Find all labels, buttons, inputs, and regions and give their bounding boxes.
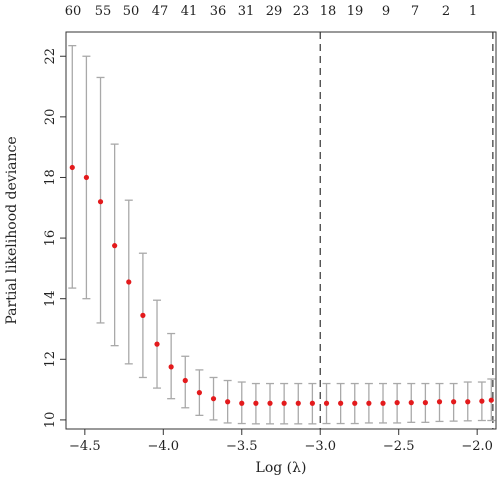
x-axis-label: Log (λ) bbox=[256, 460, 307, 476]
data-point bbox=[352, 400, 358, 406]
data-point bbox=[309, 400, 315, 406]
top-axis-labels: 60 55 50 47 41 36 31 29 23 18 19 9 7 2 1 bbox=[65, 4, 477, 19]
data-point bbox=[182, 377, 188, 384]
y-tick-label: 10 bbox=[43, 412, 58, 429]
top-axis-label: 50 bbox=[123, 4, 140, 19]
y-tick-label: 12 bbox=[43, 351, 58, 368]
data-point bbox=[112, 243, 118, 249]
data-point bbox=[465, 399, 471, 405]
y-tick-label: 18 bbox=[43, 169, 58, 186]
x-tick-label: −2.0 bbox=[461, 439, 493, 454]
top-axis-label: 41 bbox=[181, 4, 198, 19]
top-axis-label: 36 bbox=[210, 4, 227, 19]
x-tick-label: −4.5 bbox=[69, 439, 101, 454]
x-tick-label: −2.5 bbox=[383, 439, 415, 454]
data-point bbox=[69, 164, 75, 171]
data-point bbox=[380, 400, 386, 406]
data-points bbox=[69, 164, 494, 406]
data-point bbox=[97, 199, 104, 205]
x-tick-label: −3.5 bbox=[226, 439, 258, 454]
y-tick-label: 16 bbox=[43, 230, 58, 247]
top-axis-label: 2 bbox=[442, 4, 450, 19]
data-point bbox=[436, 399, 443, 405]
top-axis-label: 19 bbox=[347, 4, 364, 19]
data-point bbox=[239, 400, 245, 406]
data-point bbox=[253, 400, 259, 406]
data-point bbox=[83, 174, 90, 181]
data-point bbox=[408, 400, 414, 406]
data-point bbox=[338, 400, 344, 406]
data-point bbox=[479, 398, 485, 404]
data-point bbox=[168, 364, 174, 370]
x-tick-label: −4.0 bbox=[148, 439, 180, 454]
top-axis-label: 7 bbox=[411, 4, 419, 19]
data-point bbox=[422, 400, 428, 406]
top-axis-label: 18 bbox=[320, 4, 337, 19]
top-axis-label: 47 bbox=[152, 4, 169, 19]
top-axis-label: 29 bbox=[266, 4, 283, 19]
y-axis: 10 12 14 16 18 20 22 bbox=[43, 48, 66, 428]
y-tick-label: 20 bbox=[43, 109, 58, 126]
data-point bbox=[295, 400, 301, 406]
data-point bbox=[267, 400, 273, 406]
data-point bbox=[323, 400, 330, 406]
top-axis-label: 55 bbox=[95, 4, 112, 19]
data-point bbox=[488, 397, 494, 403]
top-axis-label: 1 bbox=[469, 4, 477, 19]
data-point bbox=[451, 399, 457, 405]
data-point bbox=[140, 312, 146, 318]
y-tick-label: 22 bbox=[43, 48, 58, 65]
data-point bbox=[196, 390, 202, 396]
data-point bbox=[154, 341, 160, 347]
top-axis-label: 9 bbox=[382, 4, 390, 19]
top-axis-label: 23 bbox=[293, 4, 310, 19]
reference-lines bbox=[319, 32, 494, 429]
plot-frame bbox=[65, 31, 497, 430]
data-point bbox=[210, 396, 217, 402]
y-axis-label: Partial likelihood deviance bbox=[4, 136, 20, 324]
x-axis: −4.5 −4.0 −3.5 −3.0 −2.5 −2.0 bbox=[69, 429, 493, 454]
error-bars bbox=[68, 44, 496, 425]
data-point bbox=[394, 400, 400, 406]
top-axis-label: 60 bbox=[65, 4, 82, 19]
data-point bbox=[366, 400, 372, 406]
y-tick-label: 14 bbox=[43, 290, 58, 307]
data-point bbox=[225, 399, 231, 405]
data-point bbox=[281, 400, 287, 406]
top-axis-label: 31 bbox=[238, 4, 255, 19]
x-tick-label: −3.0 bbox=[304, 439, 336, 454]
data-point bbox=[126, 279, 132, 285]
